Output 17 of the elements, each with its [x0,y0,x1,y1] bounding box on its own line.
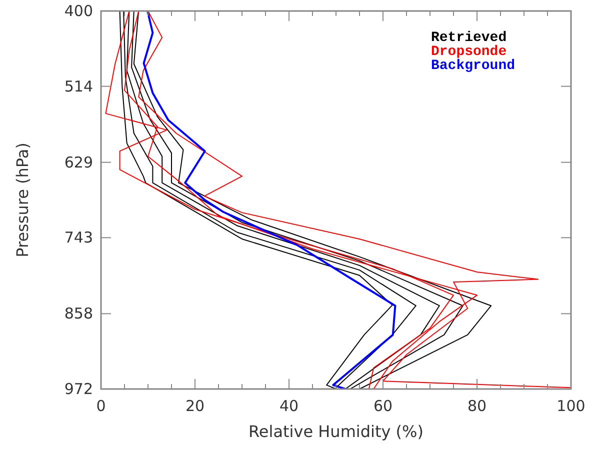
text: Background [431,58,516,74]
y-tick-label: 400 [64,2,93,20]
x-tick-label: 100 [556,397,586,415]
y-axis-title: Pressure (hPa) [13,142,32,258]
y-tick-label: 743 [64,228,93,247]
x-tick-label: 0 [96,397,106,415]
text: Retrieved [431,30,507,46]
y-tick-label: 514 [64,77,93,96]
x-tick-label: 60 [373,397,393,415]
x-tick-label: 40 [279,397,299,415]
y-tick-label: 629 [64,153,93,172]
y-tick-label: 972 [64,380,93,398]
x-tick-label: 20 [185,397,205,415]
x-axis-title: Relative Humidity (%) [248,422,424,441]
x-tick-label: 80 [467,397,487,415]
y-tick-label: 858 [64,304,93,323]
text: Dropsonde [431,44,507,60]
